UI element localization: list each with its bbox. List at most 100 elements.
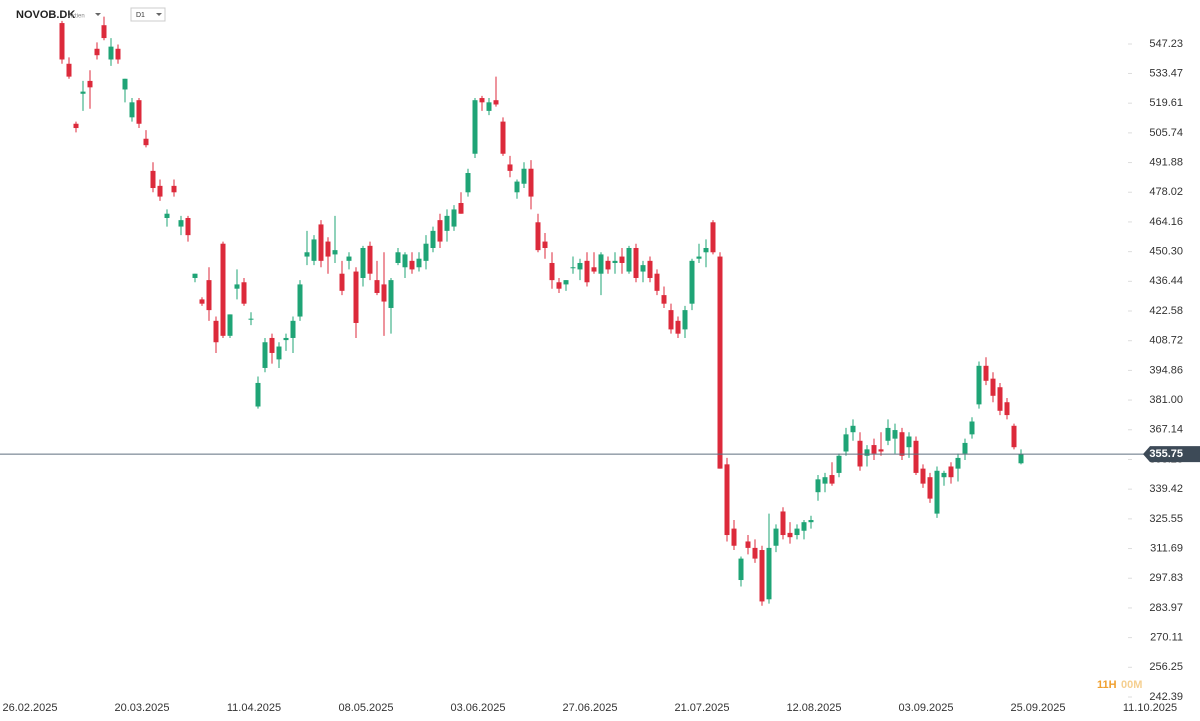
candle-body	[976, 365, 982, 405]
candle-body	[514, 181, 520, 193]
candle-body	[157, 185, 163, 197]
candle-body	[549, 262, 555, 281]
candle-body	[360, 247, 366, 278]
candle-body	[409, 260, 415, 270]
candle-body	[1018, 454, 1024, 464]
candle-body	[451, 209, 457, 227]
y-tick-label: 450.30	[1149, 246, 1183, 258]
candle-body	[80, 91, 86, 94]
y-tick-label: 339.42	[1149, 483, 1183, 495]
candle-body	[423, 243, 429, 261]
y-tick-label: 491.88	[1149, 156, 1183, 168]
candle-body	[269, 337, 275, 353]
candle-body	[962, 442, 968, 454]
candle-body	[626, 247, 632, 272]
candle-body	[668, 310, 674, 330]
candle-body	[332, 250, 338, 255]
timeframe-arrow	[156, 13, 162, 16]
candle-body	[906, 436, 912, 448]
candle-body	[521, 168, 527, 184]
candle-body	[465, 173, 471, 193]
candle-body	[661, 295, 667, 304]
candle-body	[598, 254, 604, 274]
candle-body	[892, 430, 898, 439]
y-tick-label: 325.55	[1149, 513, 1183, 525]
candle-body	[612, 260, 618, 263]
candle-body	[290, 320, 296, 338]
candle-body	[934, 470, 940, 514]
candle-body	[444, 215, 450, 231]
candle-body	[388, 280, 394, 308]
y-tick-label: 311.69	[1150, 542, 1183, 554]
candle-body	[633, 247, 639, 278]
candle-body	[535, 222, 541, 251]
candle-body	[87, 80, 93, 88]
candle-body	[108, 46, 114, 60]
market-type: Aktien	[68, 14, 85, 20]
candle-body	[822, 477, 828, 484]
candle-body	[556, 282, 562, 289]
x-tick-label: 26.02.2025	[2, 702, 57, 714]
timeframe-select[interactable]	[130, 7, 166, 22]
candle-body	[171, 185, 177, 193]
candle-body	[570, 267, 576, 269]
candle-body	[304, 252, 310, 257]
x-tick-label: 03.06.2025	[450, 702, 505, 714]
candle-body	[374, 280, 380, 293]
x-tick-label: 11.04.2025	[227, 702, 281, 714]
candle-body	[507, 164, 513, 171]
candle-body	[871, 445, 877, 454]
candle-body	[878, 449, 884, 452]
candle-body	[150, 170, 156, 189]
countdown-minutes: 00M	[1121, 679, 1142, 691]
candle-body	[731, 528, 737, 546]
candle-body	[619, 256, 625, 263]
x-tick-label: 12.08.2025	[786, 702, 841, 714]
candle-body	[717, 256, 723, 469]
y-tick-label: 533.47	[1149, 67, 1183, 79]
candle-body	[129, 102, 135, 118]
candle-body	[255, 382, 261, 407]
candle-body	[241, 282, 247, 304]
candle-body	[885, 427, 891, 441]
y-tick-label: 283.97	[1149, 602, 1183, 614]
candle-body	[1011, 425, 1017, 448]
y-tick-label: 381.00	[1149, 394, 1183, 406]
candle-body	[983, 365, 989, 381]
candle-body	[94, 48, 100, 56]
candle-body	[402, 254, 408, 268]
candle-body	[864, 449, 870, 456]
y-tick-label: 394.86	[1149, 364, 1183, 376]
candle-body	[234, 284, 240, 289]
candle-body	[969, 421, 975, 435]
x-tick-label: 03.09.2025	[898, 702, 953, 714]
candle-body	[605, 260, 611, 270]
candle-body	[325, 241, 331, 257]
candle-body	[220, 243, 226, 336]
candle-body	[437, 220, 443, 242]
x-tick-label: 08.05.2025	[338, 702, 393, 714]
countdown-hours: 11H	[1097, 679, 1117, 691]
y-tick-label: 464.16	[1149, 216, 1183, 228]
candle-body	[500, 121, 506, 154]
candle-body	[794, 528, 800, 536]
candle-body	[262, 342, 268, 368]
x-tick-label: 21.07.2025	[674, 702, 729, 714]
candle-body	[703, 247, 709, 253]
candle-body	[689, 260, 695, 304]
candle-body	[227, 314, 233, 336]
symbol-dropdown[interactable]	[95, 13, 101, 16]
candle-body	[948, 466, 954, 478]
candle-body	[815, 479, 821, 493]
candle-body	[381, 284, 387, 302]
candle-body	[640, 265, 646, 272]
candle-body	[493, 100, 499, 105]
y-tick-label: 505.74	[1149, 127, 1183, 139]
candle-body	[752, 547, 758, 559]
candle-body	[920, 468, 926, 484]
candle-body	[654, 273, 660, 291]
symbol: NOVOB.DK	[16, 9, 75, 21]
candle-body	[178, 220, 184, 227]
